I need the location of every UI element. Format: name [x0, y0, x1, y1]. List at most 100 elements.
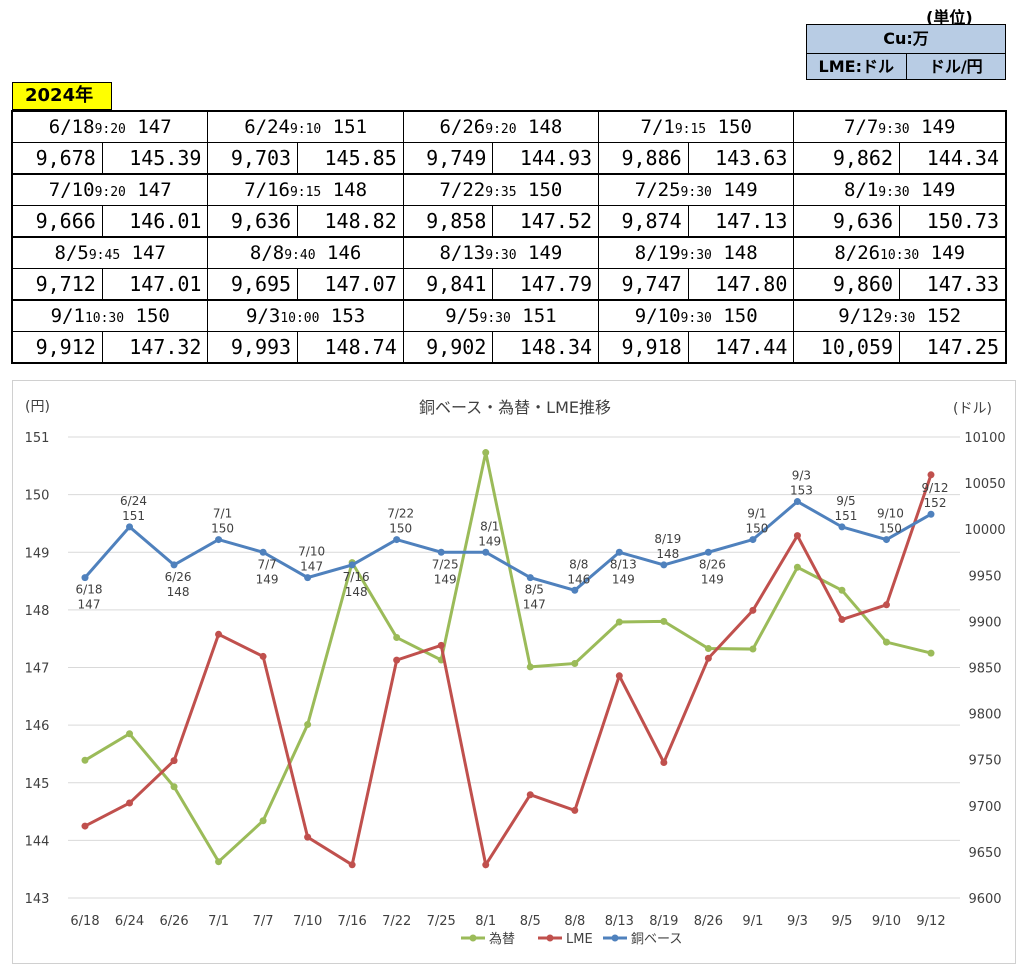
data-point: [393, 656, 401, 664]
data-point: [482, 449, 490, 457]
data-point: [882, 601, 890, 609]
data-label: 8/19 148: [654, 532, 681, 561]
date-cell: 7/259:30 149: [598, 173, 794, 206]
date-cell: 8/19:30 149: [793, 173, 1006, 206]
data-point: [838, 523, 846, 531]
lme-cell: 9,874: [598, 205, 689, 237]
fx-cell: 147.79: [492, 268, 599, 300]
table-header-row: 8/59:45 147 8/89:40 146 8/139:30 149 8/199:…: [11, 236, 1006, 269]
table-header-row: 7/109:20 147 7/169:15 148 7/229:35 150 7/25…: [11, 173, 1006, 206]
date-cell: 9/59:30 151: [402, 299, 599, 332]
data-point: [660, 758, 668, 766]
data-point: [259, 817, 267, 825]
y-tick-left: 144: [25, 834, 50, 849]
data-point: [348, 861, 356, 869]
x-tick-label: 9/5: [831, 914, 852, 929]
cu-unit-label: Cu:万: [807, 25, 1005, 54]
data-point: [304, 833, 312, 841]
x-tick-label: 8/13: [605, 914, 634, 929]
data-label: 7/16 148: [343, 570, 370, 599]
unit-note: (単位): [926, 8, 973, 27]
data-point: [793, 563, 801, 571]
time-text: 9:15: [289, 185, 322, 200]
series-line-1: [84, 474, 933, 869]
time-text: 9:10: [289, 122, 322, 137]
y-tick-left: 145: [25, 777, 50, 792]
date-text: 7/25: [634, 179, 681, 201]
data-label: 7/10 147: [298, 545, 325, 574]
fx-cell: 147.13: [687, 205, 794, 237]
lme-cell: 9,666: [11, 205, 103, 237]
date-text: 9/12: [838, 305, 885, 327]
lme-cell: 9,678: [11, 142, 103, 174]
y-tick-right: 9650: [968, 846, 1001, 861]
x-tick-label: 7/16: [338, 914, 367, 929]
data-label: 7/1 150: [211, 507, 234, 536]
date-text: 8/1: [843, 179, 879, 201]
time-text: 9:35: [485, 185, 517, 200]
x-tick-label: 8/1: [475, 914, 496, 929]
time-text: 10:30: [84, 311, 125, 326]
data-label: 8/5 147: [523, 583, 546, 612]
chart-title: 銅ベース・為替・LME推移: [419, 398, 611, 417]
lme-cell: 9,749: [402, 142, 493, 174]
data-point: [749, 536, 757, 544]
cu-price: 146: [327, 242, 362, 264]
x-tick-label: 7/1: [208, 914, 229, 929]
time-text: 9:30: [878, 122, 910, 137]
y-tick-left: 148: [25, 604, 50, 619]
cu-price: 149: [528, 242, 563, 264]
data-point: [704, 654, 712, 662]
date-cell: 6/189:20 147: [11, 111, 208, 143]
table-value-row: 9,666 146.01 9,636 148.82 9,858 147.52 9,874 14…: [11, 205, 1006, 237]
data-point: [793, 532, 801, 540]
data-point: [437, 641, 445, 649]
data-point: [838, 616, 846, 624]
lme-cell: 9,912: [11, 331, 103, 363]
data-point: [393, 634, 401, 642]
cu-price: 148: [723, 242, 758, 264]
cu-price: 147: [137, 179, 172, 201]
data-label: 9/10 150: [877, 507, 904, 536]
time-text: 9:30: [485, 248, 517, 263]
fx-unit-label: ドル/円: [928, 57, 983, 76]
data-point: [571, 806, 579, 814]
data-point: [838, 586, 846, 594]
cu-price: 151: [522, 305, 557, 327]
series-line-2: [83, 499, 932, 592]
legend-marker: [469, 934, 477, 942]
data-label: 8/13 149: [610, 557, 637, 586]
data-point: [126, 730, 134, 738]
data-point: [793, 498, 801, 506]
data-point: [660, 561, 668, 569]
y-tick-right: 10100: [964, 431, 1005, 446]
date-cell: 7/109:20 147: [11, 173, 208, 206]
data-label: 7/25 149: [432, 557, 459, 586]
time-text: 9:20: [94, 185, 126, 200]
series-line-0: [84, 452, 932, 865]
data-label: 8/1 149: [478, 519, 501, 548]
lme-cell: 9,841: [402, 268, 493, 300]
data-point: [304, 721, 312, 729]
x-tick-label: 7/10: [293, 914, 322, 929]
data-label: 6/24 151: [120, 494, 147, 523]
date-cell: 8/139:30 149: [402, 236, 599, 269]
y-tick-right: 9850: [968, 662, 1001, 677]
data-point: [304, 574, 312, 582]
data-point: [81, 574, 89, 582]
data-point: [348, 561, 356, 569]
y-tick-left: 149: [25, 546, 50, 561]
legend-label: 為替: [489, 931, 515, 947]
date-text: 9/5: [445, 305, 480, 327]
fx-cell: 147.07: [297, 268, 404, 300]
date-text: 8/19: [634, 242, 681, 264]
data-point: [749, 645, 757, 653]
fx-cell: 147.25: [899, 331, 1006, 363]
time-text: 9:20: [485, 122, 517, 137]
year-badge: 2024年: [12, 82, 112, 110]
date-text: 8/5: [54, 242, 89, 264]
data-point: [170, 561, 178, 569]
data-label: 8/26 149: [699, 557, 726, 586]
y-tick-right: 10000: [964, 523, 1005, 538]
data-point: [126, 523, 134, 531]
